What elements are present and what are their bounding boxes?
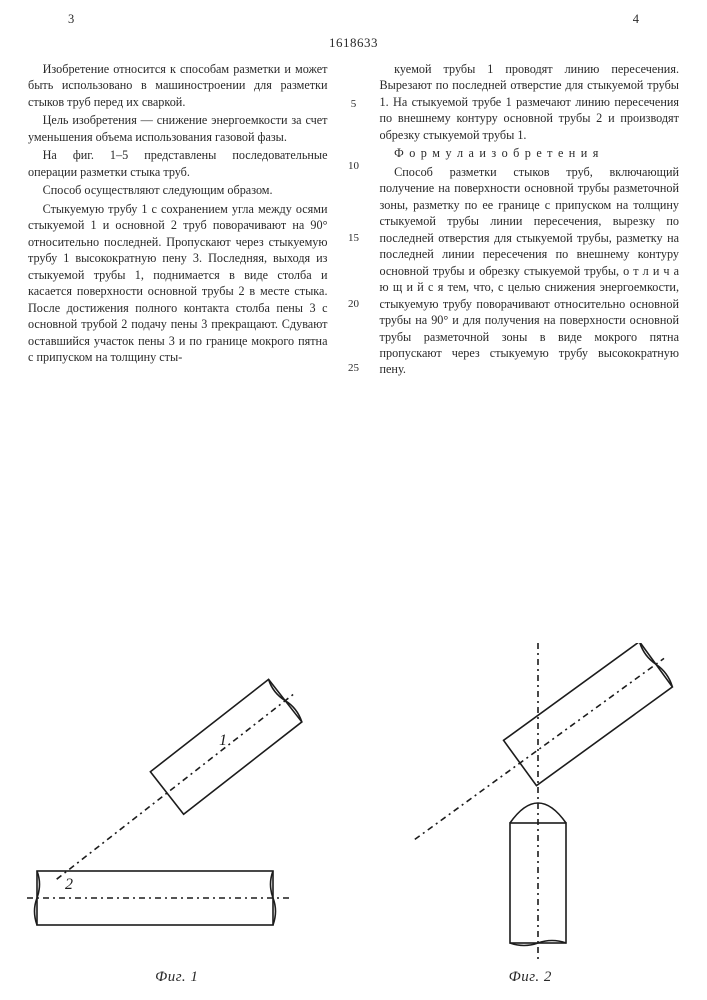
formula-title: Ф о р м у л а и з о б р е т е н и я xyxy=(380,145,680,161)
figure-1: 1 2 Фиг. 1 xyxy=(27,663,327,986)
line-number: 20 xyxy=(348,297,359,312)
patent-number: 1618633 xyxy=(28,35,679,51)
page-number-right: 4 xyxy=(633,12,639,27)
paragraph: Стыкуемую трубу 1 с сохранением угла меж… xyxy=(28,201,328,366)
header-row: 3 4 xyxy=(28,12,679,27)
figure-1-label-2: 2 xyxy=(65,876,73,893)
paragraph: На фиг. 1–5 представлены последовательны… xyxy=(28,147,328,180)
line-number: 10 xyxy=(348,159,359,174)
page-number-left: 3 xyxy=(68,12,74,27)
paragraph: Изобретение относится к способам разметк… xyxy=(28,61,328,110)
figure-1-svg: 1 2 xyxy=(27,663,327,963)
line-number: 25 xyxy=(348,361,359,376)
figure-2: Фиг. 2 xyxy=(380,643,680,986)
text-columns: Изобретение относится к способам разметк… xyxy=(28,61,679,380)
line-number: 5 xyxy=(351,97,357,112)
paragraph: Способ разметки стыков труб, включающий … xyxy=(380,164,680,378)
left-column: Изобретение относится к способам разметк… xyxy=(28,61,328,380)
figure-1-label-1: 1 xyxy=(219,732,227,749)
figure-2-caption: Фиг. 2 xyxy=(380,969,680,986)
figure-2-svg xyxy=(380,643,680,963)
line-number-gutter: 5 10 15 20 25 xyxy=(346,61,362,380)
paragraph: куемой трубы 1 проводят линию пересечени… xyxy=(380,61,680,143)
paragraph: Способ осуществляют следующим образом. xyxy=(28,182,328,198)
figure-1-caption: Фиг. 1 xyxy=(27,969,327,986)
right-column: куемой трубы 1 проводят линию пересечени… xyxy=(380,61,680,380)
figures-area: 1 2 Фиг. 1 xyxy=(0,643,707,986)
line-number: 15 xyxy=(348,231,359,246)
paragraph: Цель изобретения — снижение энергоемкост… xyxy=(28,112,328,145)
